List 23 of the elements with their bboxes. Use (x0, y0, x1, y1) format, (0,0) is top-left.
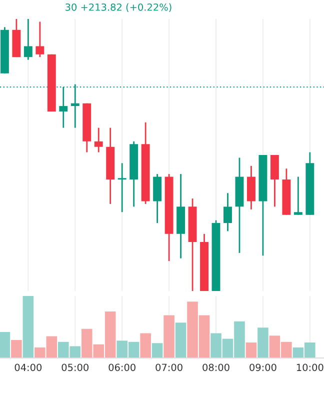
bar (175, 322, 186, 358)
x-tick-label: 04:00 (14, 364, 42, 372)
text: 30 +213.82 (+0.22%) (66, 3, 172, 12)
candlestick (118, 162, 126, 213)
candlestick (94, 127, 103, 153)
candlestick (36, 21, 44, 58)
x-tick-label: 07:00 (156, 364, 182, 372)
bar (11, 340, 22, 358)
bar (0, 332, 10, 358)
candlestick (24, 18, 32, 60)
bar (140, 333, 151, 358)
candlestick (294, 176, 302, 216)
bar (164, 315, 174, 358)
x-tick-label: 09:00 (250, 364, 276, 372)
candlestick (224, 192, 232, 232)
bar (258, 328, 268, 358)
x-tick-label: 06:00 (108, 364, 136, 372)
x-tick-label: 08:00 (202, 364, 230, 372)
x-tick-label: 10:00 (296, 364, 324, 372)
bar (152, 343, 163, 358)
x-tick-label: 05:00 (62, 364, 88, 372)
bar (22, 296, 34, 358)
bar (246, 342, 257, 358)
